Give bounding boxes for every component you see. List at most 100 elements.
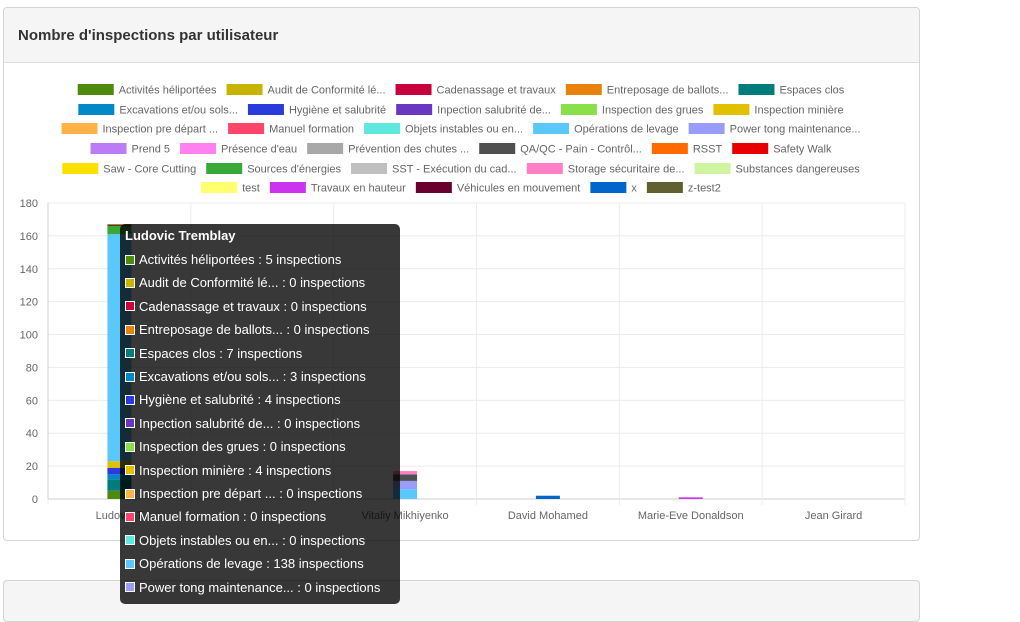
tooltip-line-text: Hygiène et salubrité : 4 inspections [139,392,341,408]
tooltip-line-text: Objets instables ou en... : 0 inspection… [139,532,366,548]
legend-label: Hygiène et salubrité [289,105,386,117]
legend-item: Hygiène et salubrité [247,104,386,117]
tooltip-line-text: Opérations de levage : 138 inspections [139,556,364,572]
tooltip-line: Activités héliportées : 5 inspections [125,252,341,267]
legend-swatch [226,84,263,95]
legend-item: Inspection pre départ ... [61,123,218,136]
tooltip-line-text: Inspection minière : 4 inspections [139,462,332,478]
legend-label: Storage sécuritaire de... [568,164,685,176]
legend-label: Objets instables ou en... [405,124,523,136]
legend-item: Inspection des grues [560,104,704,117]
legend-item: Safety Walk [732,143,832,156]
legend-swatch [62,163,99,174]
tooltip-swatch [125,418,135,429]
tooltip-swatch [125,324,135,335]
legend-item: Sources d'énergies [206,163,342,176]
legend-swatch [269,182,306,193]
tooltip-line: Espaces clos : 7 inspections [125,346,302,361]
chart-tooltip: Ludovic Tremblay Activités héliportées :… [120,224,400,604]
tooltip-line: Power tong maintenance... : 0 inspection… [125,580,380,595]
legend-swatch [90,143,127,154]
legend-item: Cadenassage et travaux [395,84,556,97]
tooltip-swatch [125,348,135,359]
legend-item: Substances dangereuses [694,163,860,176]
legend-item: Espaces clos [738,84,845,97]
tooltip-title: Ludovic Tremblay [125,228,236,243]
legend-swatch [533,123,570,134]
legend-item: QA/QC - Pain - Contrôl... [479,143,642,156]
legend-label: Inspection des grues [602,105,704,117]
tooltip-line: Opérations de levage : 138 inspections [125,556,364,571]
tooltip-line-text: Excavations et/ou sols... : 3 inspection… [139,369,366,384]
tooltip-line-text: Inspection des grues : 0 inspections [139,439,346,455]
legend-label: Activités héliportées [119,85,217,97]
tooltip-line: Hygiène et salubrité : 4 inspections [125,392,341,407]
legend-label: Safety Walk [773,144,832,156]
legend-label: Inspection minière [754,105,843,117]
legend-swatch [688,123,725,134]
legend-swatch [590,182,627,193]
legend-swatch [78,104,115,115]
tooltip-swatch [125,535,135,546]
y-tick-label: 140 [20,264,38,276]
bar-segment [393,480,418,490]
bar-segment [393,489,418,499]
legend-label: Présence d'eau [221,144,297,156]
bar-segment [393,474,418,481]
legend-swatch [396,104,433,115]
legend-swatch [77,84,114,95]
bar-segment [535,495,560,499]
legend-item: Manuel formation [228,123,354,136]
legend-item: SST - Exécution du cad... [351,163,517,176]
bar-segment [678,497,703,499]
legend-swatch [247,104,284,115]
legend-label: test [242,183,260,195]
tooltip-line: Inpection salubrité de... : 0 inspection… [125,416,360,431]
legend-item: Présence d'eau [180,143,297,156]
legend-label: Espaces clos [779,85,844,97]
legend-label: Audit de Conformité lé... [268,85,386,97]
tooltip-line: Manuel formation : 0 inspections [125,509,326,524]
tooltip-line: Inspection pre départ ... : 0 inspection… [125,486,362,501]
tooltip-line-text: Activités héliportées : 5 inspections [139,252,342,267]
legend-label: SST - Exécution du cad... [392,164,517,176]
legend-item: Inspection minière [713,104,844,117]
legend-label: Entreposage de ballots... [607,85,729,97]
bar-segment [107,490,132,499]
legend-item: Opérations de levage [533,123,679,136]
legend-label: Sources d'énergies [247,164,341,176]
legend-item: Objets instables ou en... [364,123,523,136]
legend-label: Power tong maintenance... [730,124,861,136]
tooltip-swatch [125,277,135,288]
x-tick-label: David Mohamed [508,510,588,522]
bar-segment [107,461,132,468]
legend-swatch [694,163,731,174]
tooltip-line: Inspection des grues : 0 inspections [125,439,346,454]
legend-label: Saw - Core Cutting [103,164,196,176]
y-tick-label: 180 [20,198,38,210]
y-tick-label: 20 [26,461,38,473]
panel-header: Nombre d'inspections par utilisateur [4,8,919,63]
tooltip-swatch [125,441,135,452]
legend-item: Inpection salubrité de... [396,104,551,117]
tooltip-line-text: Inpection salubrité de... : 0 inspection… [139,415,361,431]
tooltip-line: Inspection minière : 4 inspections [125,463,331,478]
legend-swatch [713,104,750,115]
legend-swatch [738,84,775,95]
legend-label: z-test2 [688,183,721,195]
tooltip-swatch [125,582,135,593]
tooltip-line: Cadenassage et travaux : 0 inspections [125,299,367,314]
legend-item: Véhicules en mouvement [415,182,580,195]
tooltip-line-text: Audit de Conformité lé... : 0 inspection… [139,275,366,291]
tooltip-line: Objets instables ou en... : 0 inspection… [125,533,365,548]
y-tick-label: 60 [26,395,38,407]
legend-swatch [201,182,238,193]
legend-item: Storage sécuritaire de... [526,163,685,176]
legend-swatch [61,123,98,134]
legend-item: Prévention des chutes ... [307,143,469,156]
legend-label: Inpection salubrité de... [437,105,551,117]
legend-swatch [415,182,452,193]
legend-label: Travaux en hauteur [311,183,406,195]
y-tick-label: 100 [20,330,38,342]
bar-segment [107,467,132,475]
